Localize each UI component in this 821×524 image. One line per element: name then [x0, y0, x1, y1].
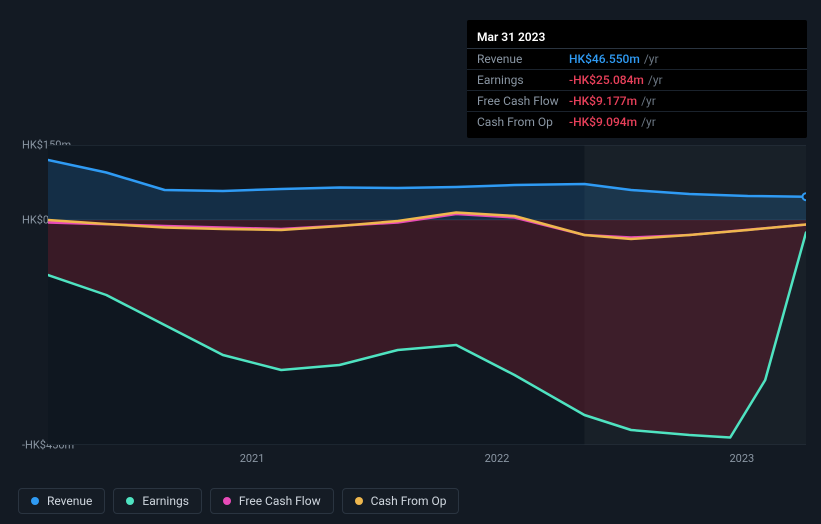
legend-item-free-cash-flow[interactable]: Free Cash Flow: [210, 488, 334, 514]
chart-legend: Revenue Earnings Free Cash Flow Cash From O…: [18, 488, 459, 514]
legend-dot-icon: [223, 497, 231, 505]
tooltip-date: Mar 31 2023: [467, 26, 807, 49]
tooltip-row: RevenueHK$46.550m/yr: [467, 49, 807, 70]
legend-item-cash-from-op[interactable]: Cash From Op: [342, 488, 460, 514]
legend-dot-icon: [126, 497, 134, 505]
chart-plot: [48, 145, 806, 445]
legend-label: Free Cash Flow: [239, 494, 321, 508]
tooltip-row: Free Cash Flow-HK$9.177m/yr: [467, 91, 807, 112]
legend-item-revenue[interactable]: Revenue: [18, 488, 105, 514]
legend-label: Revenue: [47, 494, 92, 508]
tooltip-row-unit: /yr: [641, 94, 656, 108]
x-axis-label: 2023: [729, 452, 754, 465]
tooltip-row-value: -HK$9.177m: [569, 94, 637, 108]
tooltip-row-label: Revenue: [477, 52, 569, 66]
tooltip-row-label: Earnings: [477, 73, 569, 87]
legend-dot-icon: [355, 497, 363, 505]
tooltip-row-label: Free Cash Flow: [477, 94, 569, 108]
x-axis-label: 2022: [485, 452, 510, 465]
legend-label: Cash From Op: [371, 494, 447, 508]
x-axis-label: 2021: [240, 452, 265, 465]
y-axis-label: HK$0: [22, 214, 49, 227]
legend-item-earnings[interactable]: Earnings: [113, 488, 202, 514]
financial-history-chart: HK$150mHK$0-HK$450m 202120222023 Past: [18, 120, 806, 460]
legend-label: Earnings: [142, 494, 189, 508]
tooltip-row: Earnings-HK$25.084m/yr: [467, 70, 807, 91]
tooltip-row-value: HK$46.550m: [569, 52, 640, 66]
tooltip-row-value: -HK$25.084m: [569, 73, 644, 87]
legend-dot-icon: [31, 497, 39, 505]
tooltip-row-unit: /yr: [644, 52, 659, 66]
tooltip-row-unit: /yr: [648, 73, 663, 87]
